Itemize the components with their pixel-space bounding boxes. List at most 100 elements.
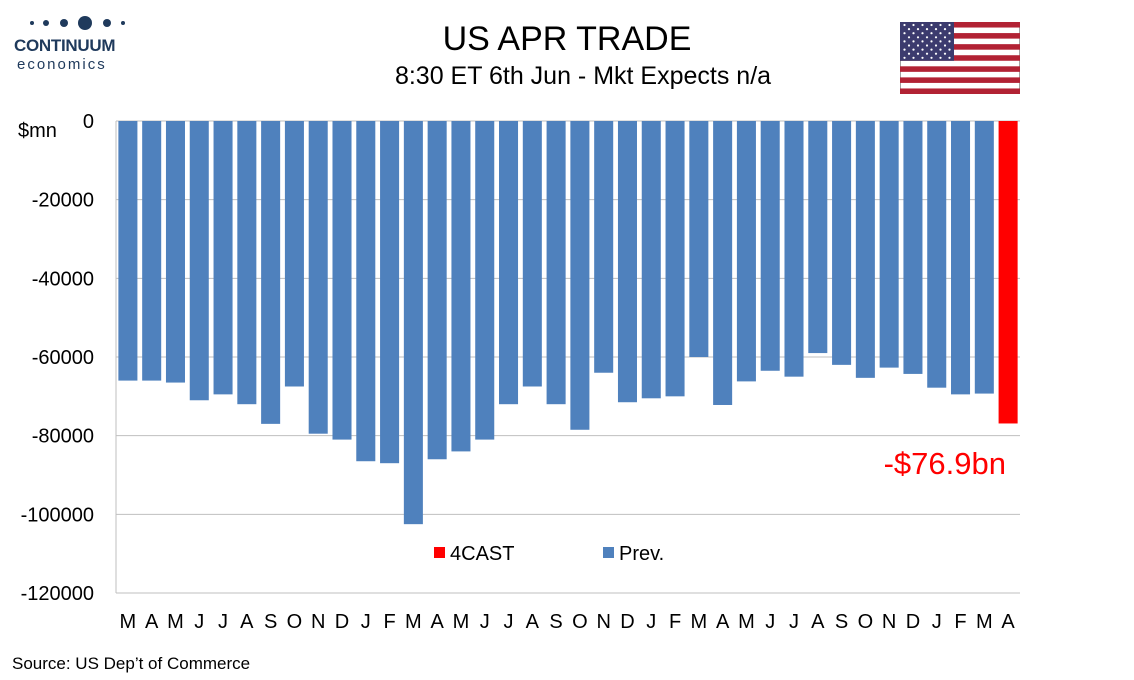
flag-star bbox=[948, 40, 951, 43]
prev-bar bbox=[522, 121, 542, 387]
flag-star bbox=[939, 40, 942, 43]
prev-bar bbox=[927, 121, 947, 388]
flag-star bbox=[907, 28, 911, 31]
logo-name: CONTINUUM bbox=[14, 36, 116, 55]
prev-bar bbox=[356, 121, 376, 462]
x-tick-label: O bbox=[572, 611, 588, 633]
prev-bar bbox=[713, 121, 733, 405]
x-tick-label: O bbox=[287, 611, 303, 633]
flag-star bbox=[907, 36, 911, 39]
y-tick-label: -40000 bbox=[32, 268, 94, 290]
prev-bar bbox=[261, 121, 281, 424]
x-tick-label: D bbox=[906, 611, 920, 633]
x-tick-label: J bbox=[932, 611, 942, 633]
x-tick-label: A bbox=[716, 611, 730, 633]
x-tick-label: O bbox=[858, 611, 874, 633]
x-tick-label: J bbox=[789, 611, 799, 633]
flag-star bbox=[934, 44, 938, 47]
flag-star bbox=[934, 36, 938, 39]
flag-star bbox=[921, 56, 924, 59]
flag-star bbox=[934, 52, 938, 55]
flag-star bbox=[939, 23, 942, 27]
flag-star bbox=[930, 56, 933, 59]
flag-star bbox=[921, 48, 924, 51]
prev-bar bbox=[499, 121, 519, 405]
logo-subtitle: economics bbox=[17, 56, 107, 73]
flag-star bbox=[925, 44, 929, 47]
x-tick-label: D bbox=[335, 611, 349, 633]
flag-star bbox=[930, 40, 933, 43]
legend-label: 4CAST bbox=[450, 543, 514, 565]
prev-bar bbox=[332, 121, 352, 440]
us-flag-icon bbox=[900, 22, 1020, 94]
x-tick-label: J bbox=[646, 611, 656, 633]
prev-bar bbox=[641, 121, 661, 399]
prev-bar bbox=[165, 121, 185, 383]
flag-star bbox=[930, 23, 933, 27]
y-tick-label: -100000 bbox=[21, 504, 94, 526]
prev-bar bbox=[427, 121, 447, 460]
x-tick-label: F bbox=[669, 611, 681, 633]
prev-bar bbox=[736, 121, 756, 382]
prev-bar bbox=[475, 121, 495, 440]
flag-star bbox=[930, 32, 933, 35]
flag-star bbox=[912, 56, 915, 59]
flag-star bbox=[925, 36, 929, 39]
flag-star bbox=[903, 48, 906, 51]
x-tick-label: N bbox=[882, 611, 896, 633]
x-tick-label: S bbox=[835, 611, 848, 633]
source-note: Source: US Dep’t of Commerce bbox=[12, 654, 251, 673]
chart-title: US APR TRADE bbox=[442, 20, 692, 58]
flag-star bbox=[903, 23, 906, 27]
y-tick-label: 0 bbox=[83, 111, 94, 133]
x-tick-label: M bbox=[738, 611, 755, 633]
prev-bar bbox=[784, 121, 804, 377]
flag-star bbox=[943, 44, 947, 47]
prev-bar bbox=[689, 121, 709, 357]
x-tick-label: A bbox=[430, 611, 444, 633]
prev-bar bbox=[570, 121, 590, 430]
prev-bar bbox=[546, 121, 566, 405]
y-tick-label: -60000 bbox=[32, 347, 94, 369]
prev-bar bbox=[403, 121, 423, 525]
prev-bar bbox=[665, 121, 685, 397]
flag-star bbox=[916, 52, 920, 55]
prev-bar bbox=[284, 121, 304, 387]
x-tick-label: A bbox=[1001, 611, 1015, 633]
prev-bar bbox=[594, 121, 614, 373]
x-tick-label: N bbox=[596, 611, 610, 633]
flag-star bbox=[934, 28, 938, 31]
prev-bar bbox=[974, 121, 994, 394]
x-tick-label: J bbox=[361, 611, 371, 633]
flag-star bbox=[948, 48, 951, 51]
legend-swatch bbox=[603, 547, 614, 558]
x-tick-label: A bbox=[145, 611, 159, 633]
flag-star bbox=[939, 56, 942, 59]
prev-bar bbox=[832, 121, 852, 365]
x-tick-label: S bbox=[549, 611, 562, 633]
flag-star bbox=[903, 56, 906, 59]
flag-star bbox=[912, 23, 915, 27]
logo-dots-icon bbox=[30, 16, 125, 30]
flag-star bbox=[907, 52, 911, 55]
prev-bar bbox=[142, 121, 162, 381]
flag-star bbox=[921, 32, 924, 35]
prev-bar bbox=[237, 121, 257, 405]
flag-star bbox=[916, 28, 920, 31]
prev-bar bbox=[879, 121, 899, 368]
flag-star bbox=[939, 32, 942, 35]
flag-star bbox=[948, 32, 951, 35]
flag-star bbox=[925, 52, 929, 55]
flag-star bbox=[916, 44, 920, 47]
x-tick-label: S bbox=[264, 611, 277, 633]
flag-star bbox=[903, 40, 906, 43]
flag-star bbox=[921, 40, 924, 43]
x-tick-label: A bbox=[811, 611, 825, 633]
x-tick-label: F bbox=[954, 611, 966, 633]
prev-bar bbox=[855, 121, 875, 378]
y-tick-label: -20000 bbox=[32, 190, 94, 212]
forecast-annotation: -$76.9bn bbox=[884, 446, 1006, 481]
x-tick-label: M bbox=[405, 611, 422, 633]
prev-bar bbox=[118, 121, 138, 381]
